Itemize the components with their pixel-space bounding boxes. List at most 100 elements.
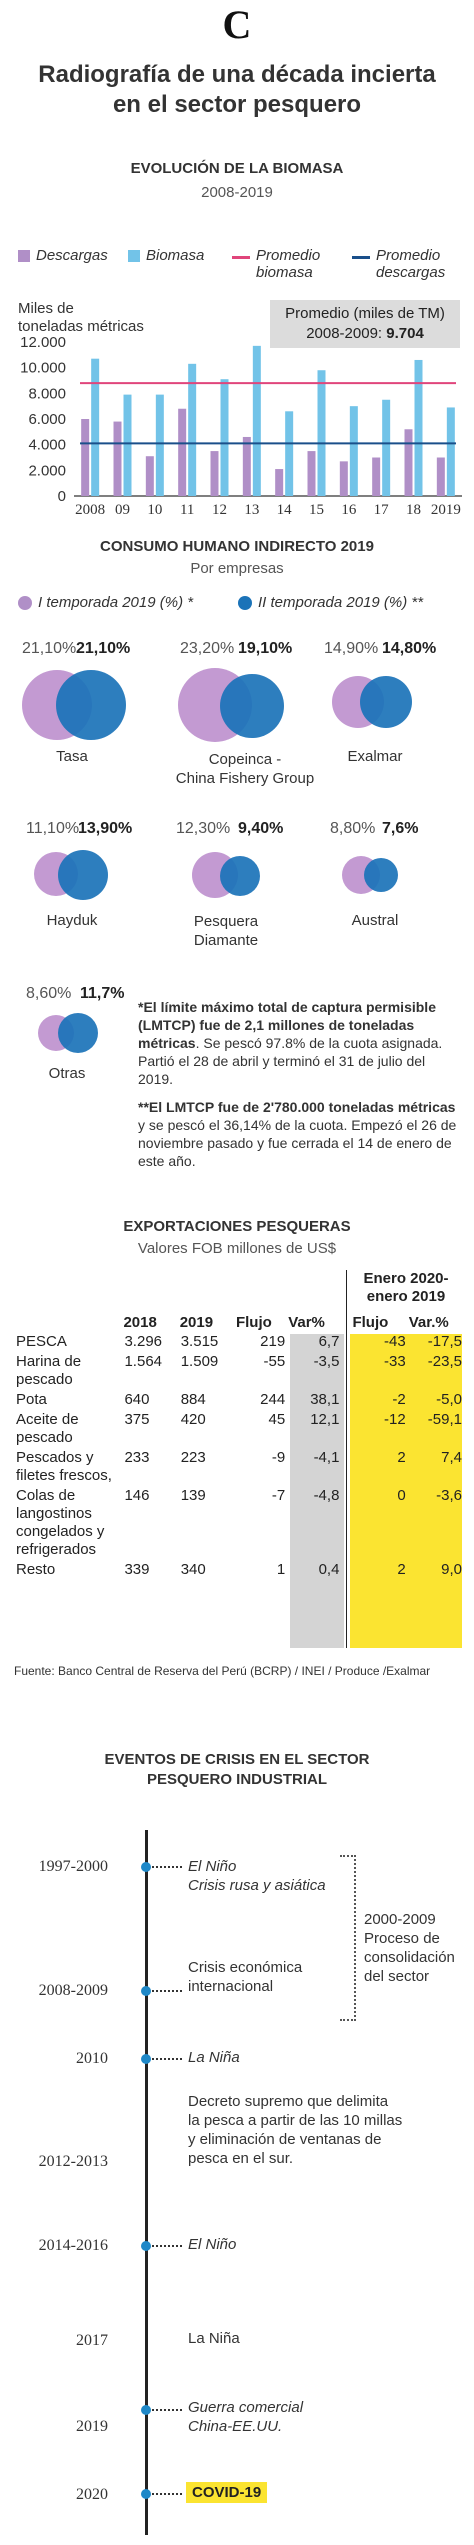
bracket-text-4: del sector	[364, 1968, 430, 1985]
company-tasa: 21,10% 21,10% Tasa	[12, 640, 142, 780]
y-axis-label-2: toneladas métricas	[18, 318, 144, 335]
legend-prom-descargas: Promedio descargas	[352, 247, 445, 281]
circle-temporada-2	[56, 670, 126, 740]
company-name: Pesquera Diamante	[160, 912, 292, 950]
cell-flujo2: 0	[397, 1487, 406, 1504]
timeline-event: Crisis económica internacional	[188, 1958, 302, 1996]
bar-biomasa	[285, 411, 294, 496]
cell-v2018: 3.296	[124, 1333, 163, 1350]
circle-temporada-2	[58, 850, 108, 900]
timeline-connector	[152, 2058, 182, 2060]
timeline-event-line2: la pesca a partir de las 10 millas	[188, 2112, 403, 2129]
x-tick-label: 15	[309, 502, 324, 518]
cell-flujo: -55	[263, 1353, 286, 1370]
header-2018: 2018	[123, 1313, 157, 1331]
cell-flujo2: 2	[397, 1561, 406, 1578]
eventos-title: EVENTOS DE CRISIS EN EL SECTOR PESQUERO …	[0, 1750, 474, 1790]
note-2-rest: y se pescó el 36,14% de la cuota. Empezó…	[138, 1117, 457, 1169]
timeline-connector	[152, 1990, 182, 1992]
average-box-line1: Promedio (miles de TM)	[285, 305, 445, 322]
pct-1: 12,30%	[176, 820, 231, 837]
pct-2: 11,7%	[80, 985, 125, 1002]
company-diamante: 12,30% 9,40% Pesquera Diamante	[160, 820, 330, 950]
y-tick-label: 8.000	[28, 385, 66, 402]
bar-biomasa	[220, 379, 229, 496]
cell-var: 0,4	[318, 1561, 340, 1578]
covid-highlight: COVID-19	[186, 2482, 268, 2503]
biomasa-title: EVOLUCIÓN DE LA BIOMASA	[130, 160, 344, 177]
cell-flujo: 219	[260, 1333, 286, 1350]
cell-v2018: 375	[124, 1411, 150, 1428]
timeline-event-line1: Crisis económica	[188, 1959, 303, 1976]
period-header-1: Enero 2020-	[363, 1270, 449, 1287]
company-name: Otras	[48, 1065, 86, 1082]
company-exalmar: 14,90% 14,80% Exalmar	[320, 640, 460, 780]
bar-descargas	[436, 457, 445, 496]
cell-label: Pota	[16, 1391, 47, 1408]
y-tick-label: 12.000	[20, 334, 66, 351]
timeline-event-line1: Guerra comercial	[188, 2399, 304, 2416]
bar-descargas	[81, 419, 90, 496]
cell-label: Resto	[16, 1561, 56, 1578]
cell-flujo2: -33	[384, 1353, 406, 1370]
cell-var2: 9,0	[441, 1561, 462, 1578]
page-title: Radiografía de una década incierta en el…	[0, 60, 474, 120]
timeline-event: COVID-19	[192, 2484, 262, 2501]
legend-dot-temporada-2	[238, 596, 252, 610]
bar-descargas	[242, 436, 251, 496]
pct-1: 11,10%	[26, 820, 80, 837]
note-1-rest: . Se pescó 97.8% de la cuota asignada. P…	[138, 1035, 443, 1087]
average-box-value: 9.704	[386, 325, 424, 342]
bracket-text: 2000-2009 Proceso de consolidación del s…	[364, 1910, 455, 1986]
cell-v2019: 1.509	[180, 1353, 219, 1370]
timeline-event-line3: y eliminación de ventanas de	[188, 2131, 382, 2148]
timeline-connector	[152, 1866, 182, 1868]
header-gap	[341, 1312, 351, 1332]
table-row: Colas de langostinos congelados y refrig…	[14, 1486, 464, 1560]
y-axis-label-1: Miles de	[18, 300, 74, 317]
timeline-axis	[145, 1830, 148, 2535]
cell-flujo: 45	[268, 1411, 286, 1428]
bracket	[340, 1855, 356, 2021]
x-tick-label: 17	[374, 502, 390, 518]
timeline-connector	[152, 2493, 182, 2495]
cell-var2: 7,4	[441, 1449, 462, 1466]
y-axis-label: Miles de toneladas métricas	[18, 300, 144, 336]
timeline-connector	[152, 2245, 182, 2247]
timeline-event-line4: pesca en el sur.	[188, 2150, 294, 2167]
cell-var: -3,5	[313, 1353, 340, 1370]
x-tick-label: 16	[341, 502, 357, 518]
average-box: Promedio (miles de TM) 2008-2009: 9.704	[270, 300, 460, 348]
cell-flujo: 244	[260, 1391, 286, 1408]
bar-biomasa	[188, 363, 197, 496]
timeline-dot	[141, 2054, 151, 2064]
legend-descargas: Descargas	[18, 247, 108, 264]
average-box-line2: 2008-2009: 9.704	[270, 324, 460, 344]
circle-temporada-2	[58, 1013, 98, 1053]
timeline-event: El Niño	[188, 2236, 237, 2253]
cell-v2019: 884	[180, 1391, 206, 1408]
y-tick-label: 10.000	[20, 360, 66, 377]
legend-label-prom-descargas-1: Promedio	[376, 247, 441, 264]
biomasa-chart: 12.000 10.000 8.000 6.000 4.000 2.000 0 2008 09 1…	[20, 334, 462, 518]
cell-var: 6,7	[318, 1333, 340, 1350]
eventos-title-2: PESQUERO INDUSTRIAL	[146, 1771, 327, 1788]
cell-label: Harina de pescado	[16, 1353, 82, 1388]
legend-line-prom-descargas	[352, 256, 370, 259]
pct-1: 8,80%	[330, 820, 376, 837]
table-header-row: 2018 2019 Flujo Var% Flujo Var.%	[14, 1312, 464, 1332]
biomasa-subtitle: 2008-2019	[201, 184, 273, 201]
table-row: Resto 339 340 1 0,4 2 9,0	[14, 1560, 464, 1580]
timeline-event: Decreto supremo que delimita la pesca a …	[188, 2092, 458, 2168]
cell-var2: -5,0	[436, 1391, 462, 1408]
cell-var: 38,1	[310, 1391, 340, 1408]
cell-label: PESCA	[16, 1333, 67, 1350]
cell-v2019: 223	[180, 1449, 206, 1466]
y-tick-label: 4.000	[28, 437, 66, 454]
cell-gap	[341, 1486, 351, 1560]
timeline-year: 2012-2013	[38, 2153, 108, 2170]
y-tick-label: 6.000	[28, 411, 66, 428]
cell-v2019: 139	[180, 1487, 206, 1504]
bar-descargas	[307, 451, 316, 496]
bar-descargas	[210, 451, 219, 496]
